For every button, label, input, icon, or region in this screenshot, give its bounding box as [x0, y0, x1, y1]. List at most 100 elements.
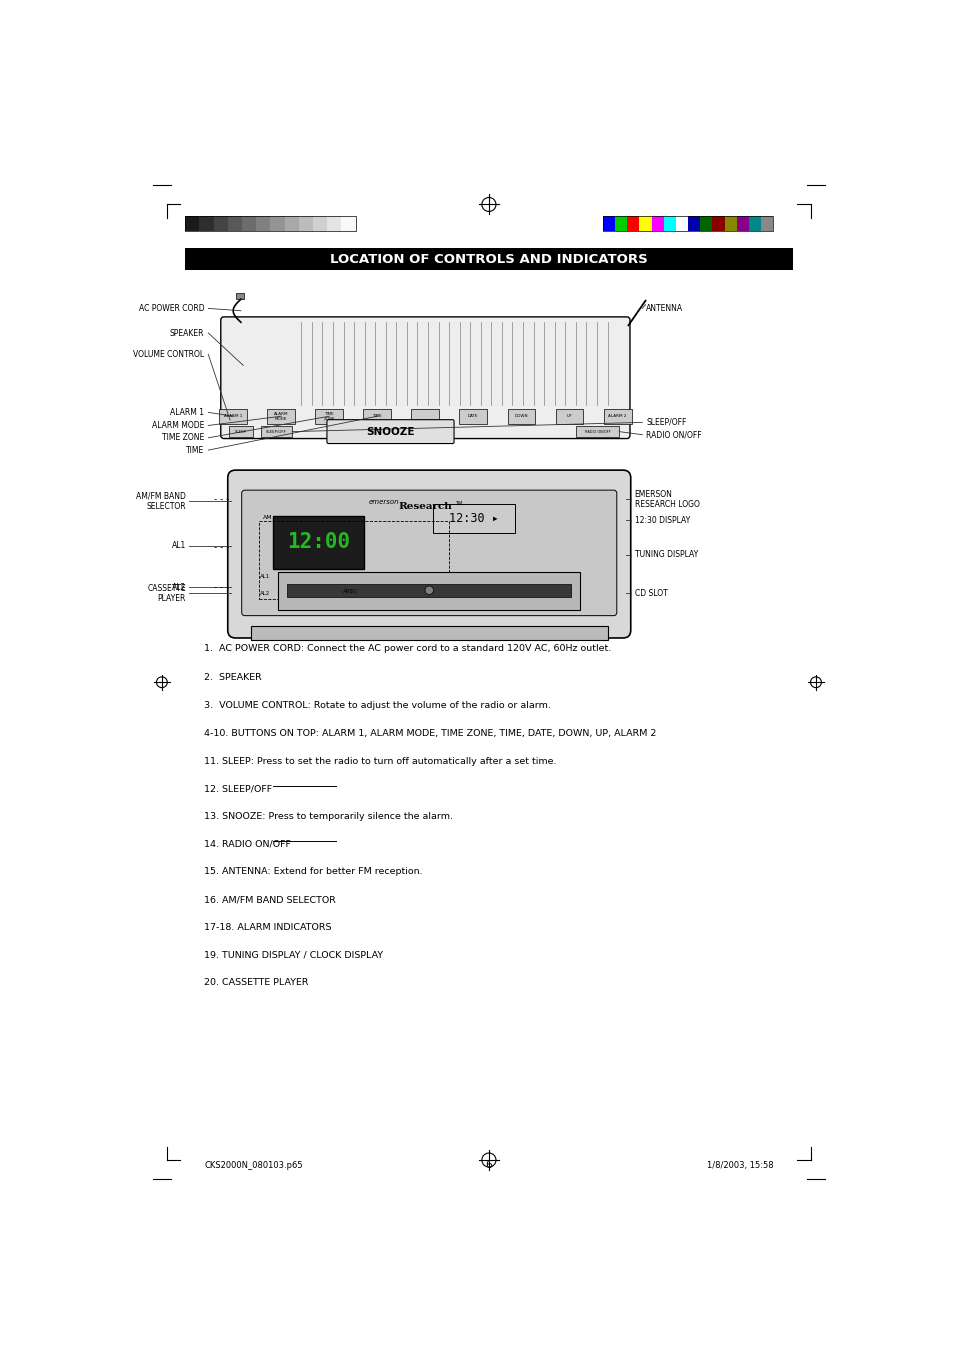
Bar: [315, 408, 343, 424]
Bar: [724, 216, 736, 231]
Bar: [185, 216, 199, 231]
Bar: [256, 216, 270, 231]
Text: 13. SNOOZE: Press to temporarily silence the alarm.: 13. SNOOZE: Press to temporarily silence…: [204, 812, 453, 821]
Text: AL2: AL2: [259, 590, 270, 596]
Bar: [273, 516, 364, 569]
Text: 4-10. BUTTONS ON TOP: ALARM 1, ALARM MODE, TIME ZONE, TIME, DATE, DOWN, UP, ALAR: 4-10. BUTTONS ON TOP: ALARM 1, ALARM MOD…: [204, 728, 657, 738]
FancyBboxPatch shape: [228, 470, 630, 638]
Text: 12. SLEEP/OFF: 12. SLEEP/OFF: [204, 785, 273, 793]
Bar: [575, 426, 618, 436]
Bar: [270, 216, 284, 231]
Text: CKS2000N_080103.p65: CKS2000N_080103.p65: [204, 1161, 303, 1170]
Text: RADIO ON/OFF: RADIO ON/OFF: [584, 430, 610, 434]
Bar: [228, 216, 242, 231]
Bar: [284, 216, 298, 231]
Text: 15. ANTENNA: Extend for better FM reception.: 15. ANTENNA: Extend for better FM recept…: [204, 867, 423, 877]
Text: ARB1: ARB1: [342, 589, 357, 594]
Bar: [603, 408, 631, 424]
Text: - - -: - - -: [213, 494, 229, 504]
Circle shape: [424, 586, 433, 594]
Bar: [267, 408, 294, 424]
Bar: [313, 216, 327, 231]
Text: 12:30 DISPLAY: 12:30 DISPLAY: [634, 516, 689, 524]
Bar: [736, 216, 748, 231]
Text: TIME
ZONE: TIME ZONE: [323, 412, 335, 420]
Text: 3.  VOLUME CONTROL: Rotate to adjust the volume of the radio or alarm.: 3. VOLUME CONTROL: Rotate to adjust the …: [204, 701, 551, 711]
Bar: [199, 216, 213, 231]
Text: ALARM 1: ALARM 1: [171, 408, 204, 417]
Bar: [341, 216, 355, 231]
Text: - - -: - - -: [213, 582, 229, 592]
Text: ALARM MODE: ALARM MODE: [152, 422, 204, 430]
Text: 1.  AC POWER CORD: Connect the AC power cord to a standard 120V AC, 60Hz outlet.: 1. AC POWER CORD: Connect the AC power c…: [204, 644, 611, 653]
Text: 17-18. ALARM INDICATORS: 17-18. ALARM INDICATORS: [204, 923, 332, 932]
Bar: [287, 584, 571, 597]
Text: 19. TUNING DISPLAY / CLOCK DISPLAY: 19. TUNING DISPLAY / CLOCK DISPLAY: [204, 951, 383, 959]
Text: TIME ZONE: TIME ZONE: [162, 434, 204, 442]
Text: AL1: AL1: [259, 574, 270, 578]
Bar: [185, 216, 355, 231]
Text: AM: AM: [263, 515, 273, 520]
FancyBboxPatch shape: [327, 420, 454, 443]
Bar: [663, 216, 676, 231]
Bar: [712, 216, 724, 231]
Text: CASSETTE
PLAYER: CASSETTE PLAYER: [147, 584, 186, 603]
Text: Research: Research: [398, 501, 452, 511]
Text: 20. CASSETTE PLAYER: 20. CASSETTE PLAYER: [204, 978, 309, 988]
Text: 12:00: 12:00: [287, 532, 350, 553]
Bar: [507, 408, 535, 424]
Bar: [615, 216, 626, 231]
Text: 1/8/2003, 15:58: 1/8/2003, 15:58: [706, 1161, 773, 1170]
Text: TIME: TIME: [372, 415, 382, 419]
Bar: [251, 626, 607, 639]
Bar: [363, 408, 391, 424]
Bar: [185, 249, 792, 270]
Bar: [258, 521, 448, 600]
Bar: [261, 426, 292, 436]
FancyBboxPatch shape: [220, 317, 629, 439]
Bar: [748, 216, 760, 231]
Text: AM/FM BAND
SELECTOR: AM/FM BAND SELECTOR: [136, 492, 186, 511]
Bar: [602, 216, 615, 231]
FancyBboxPatch shape: [241, 490, 617, 616]
Bar: [236, 293, 244, 299]
Text: TIME: TIME: [186, 446, 204, 454]
Bar: [700, 216, 712, 231]
Bar: [555, 408, 583, 424]
Text: UP: UP: [566, 415, 572, 419]
Text: ANTENNA: ANTENNA: [645, 304, 682, 313]
Bar: [433, 504, 514, 534]
Bar: [213, 216, 228, 231]
Text: RADIO ON/OFF: RADIO ON/OFF: [645, 430, 701, 439]
Text: 11. SLEEP: Press to set the radio to turn off automatically after a set time.: 11. SLEEP: Press to set the radio to tur…: [204, 757, 557, 766]
Text: 14. RADIO ON/OFF: 14. RADIO ON/OFF: [204, 840, 291, 848]
Bar: [602, 216, 773, 231]
Text: 2.  SPEAKER: 2. SPEAKER: [204, 673, 262, 682]
Bar: [327, 216, 341, 231]
Text: TM: TM: [455, 501, 462, 507]
Text: EMERSON
RESEARCH LOGO: EMERSON RESEARCH LOGO: [634, 489, 699, 509]
Bar: [760, 216, 773, 231]
Text: SLEEP/OFF: SLEEP/OFF: [645, 417, 686, 427]
Bar: [676, 216, 687, 231]
Text: AC POWER CORD: AC POWER CORD: [139, 304, 204, 313]
Text: ALARM
MODE: ALARM MODE: [274, 412, 288, 420]
Bar: [298, 216, 313, 231]
Bar: [687, 216, 700, 231]
Bar: [411, 408, 439, 424]
Text: 16. AM/FM BAND SELECTOR: 16. AM/FM BAND SELECTOR: [204, 896, 336, 904]
Text: LOCATION OF CONTROLS AND INDICATORS: LOCATION OF CONTROLS AND INDICATORS: [330, 253, 647, 266]
Text: SLEEP/OFF: SLEEP/OFF: [266, 430, 287, 434]
Text: SLEEP: SLEEP: [234, 430, 247, 434]
Bar: [651, 216, 663, 231]
Text: DATE: DATE: [468, 415, 478, 419]
Text: SNOOZE: SNOOZE: [366, 427, 415, 436]
Text: emerson: emerson: [369, 500, 399, 505]
Text: CD SLOT: CD SLOT: [634, 589, 667, 598]
Text: 12:30 ▸: 12:30 ▸: [449, 512, 498, 526]
Text: AL2: AL2: [172, 582, 186, 592]
Text: 6: 6: [485, 1161, 492, 1170]
Text: DOWN: DOWN: [515, 415, 528, 419]
Bar: [459, 408, 487, 424]
Text: ALARM 1: ALARM 1: [224, 415, 242, 419]
